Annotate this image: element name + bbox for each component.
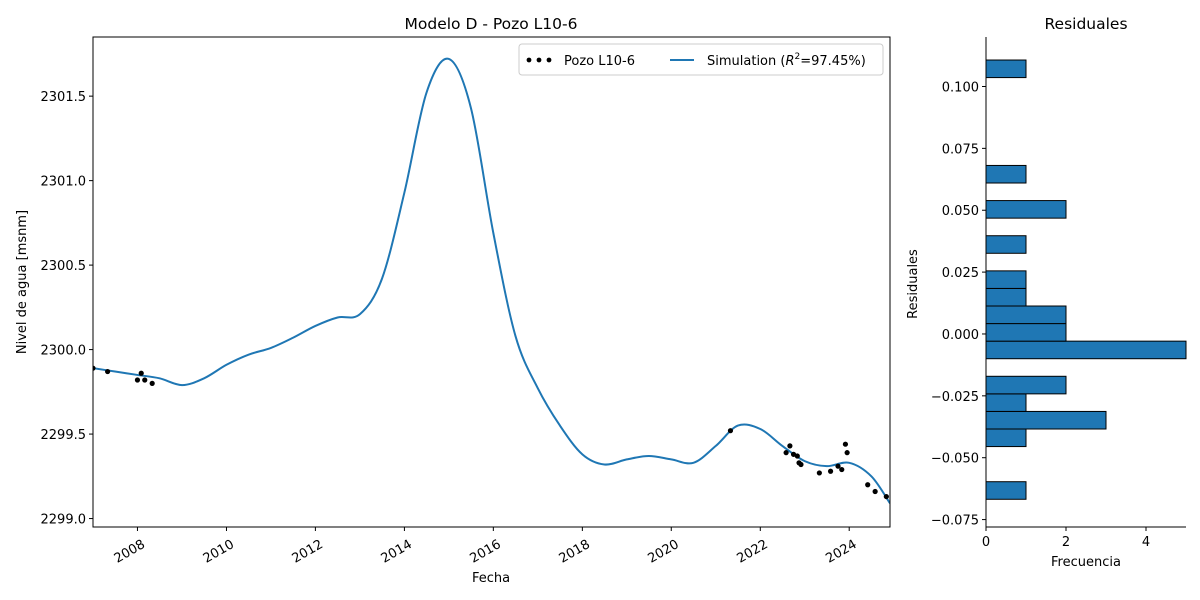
chart-title: Modelo D - Pozo L10-6 (405, 15, 578, 33)
residual-tick-label: −0.050 (931, 452, 979, 467)
observed-point (827, 468, 834, 474)
residuals-title: Residuales (1044, 15, 1127, 33)
residual-tick-label: −0.075 (931, 514, 979, 529)
residuals-histogram: Residuales Frecuencia Residuales 0.1000.… (906, 15, 1187, 570)
x-tick-label: 2016 (468, 537, 504, 567)
histogram-bar (985, 164, 1027, 184)
y-tick-label: 2299.5 (41, 428, 87, 443)
residuals-y-label: Residuales (906, 249, 921, 319)
observed-point (835, 463, 841, 469)
x-tick-label: 2020 (646, 537, 682, 567)
observed-point (105, 368, 111, 375)
histogram-bar (985, 287, 1027, 307)
histogram-bar (985, 200, 1067, 219)
observed-point (883, 493, 889, 500)
y-tick-label: 2301.0 (41, 175, 87, 190)
histogram-axis-ticks: 0.100 0.075 0.050 0.025 0.000 −0.025 −0.050 −0.… (931, 80, 1150, 550)
legend-label-simulation: Simulation (R2=97.45%) (707, 52, 866, 69)
residual-tick-label: 0.050 (942, 204, 979, 219)
histogram-bar (985, 59, 1027, 79)
residual-tick-label: 0.100 (942, 80, 979, 95)
legend-label-observed: Pozo L10-6 (564, 54, 635, 69)
ts-plot-area (93, 57, 890, 504)
residuals-x-label: Frecuencia (1051, 555, 1121, 570)
histogram-bar (985, 375, 1067, 395)
observed-point (142, 377, 148, 383)
residual-tick-label: 0.025 (942, 266, 979, 281)
observed-point (93, 365, 96, 371)
legend-marker-dot (536, 57, 542, 63)
frequency-tick-label: 0 (982, 535, 990, 550)
x-tick-label: 2024 (823, 537, 859, 567)
histogram-bar (985, 428, 1027, 448)
observed-point (787, 443, 793, 449)
histogram-bar (985, 270, 1027, 289)
histogram-bar (985, 481, 1027, 500)
histogram-bars (985, 59, 1187, 500)
observed-point (783, 450, 789, 456)
observed-point (798, 461, 804, 468)
ts-plot-frame (92, 36, 891, 528)
frequency-tick-label: 4 (1142, 535, 1150, 550)
frequency-tick-label: 2 (1062, 535, 1070, 550)
x-tick-label: 2012 (290, 537, 326, 567)
observed-point (138, 370, 144, 376)
legend-marker-dot (526, 57, 532, 63)
observed-point (134, 377, 141, 383)
observed-point (149, 380, 155, 386)
y-tick-label: 2300.5 (41, 259, 87, 274)
legend-box (518, 43, 884, 76)
legend-marker-dot (546, 57, 552, 63)
residual-tick-label: −0.025 (931, 390, 979, 405)
ts-axis-ticks: 2299.0 2299.5 2300.0 2300.5 2301.0 2301.5 2008… (41, 90, 860, 566)
histogram-bar (985, 340, 1187, 360)
observed-points (93, 365, 889, 500)
y-axis-label: Nivel de agua [msnm] (15, 210, 30, 354)
simulation-line (93, 57, 890, 504)
histogram-bar (985, 323, 1067, 342)
histogram-bar (985, 410, 1107, 430)
y-tick-label: 2299.0 (41, 513, 87, 528)
x-tick-label: 2022 (735, 537, 771, 567)
time-series-chart: Modelo D - Pozo L10-6 Fecha Nivel de agu… (15, 15, 891, 586)
observed-point (842, 441, 849, 447)
histogram-bar (985, 393, 1027, 412)
x-tick-label: 2014 (379, 537, 415, 567)
observed-point (872, 488, 878, 495)
legend: Pozo L10-6 Simulation (R2=97.45%) (518, 43, 884, 76)
x-axis-label: Fecha (472, 571, 510, 586)
x-tick-label: 2008 (112, 537, 148, 567)
observed-point (727, 428, 734, 434)
observed-point (865, 482, 871, 488)
residual-tick-label: 0.000 (942, 328, 979, 343)
histogram-bar (985, 235, 1027, 254)
observed-point (839, 466, 845, 473)
observed-point (816, 470, 822, 476)
y-tick-label: 2301.5 (41, 90, 87, 105)
residual-tick-label: 0.075 (942, 142, 979, 157)
observed-point (794, 453, 800, 459)
x-tick-label: 2018 (557, 537, 593, 567)
y-tick-label: 2300.0 (41, 344, 87, 359)
histogram-bar (985, 305, 1067, 325)
observed-point (844, 450, 850, 456)
x-tick-label: 2010 (201, 537, 237, 567)
